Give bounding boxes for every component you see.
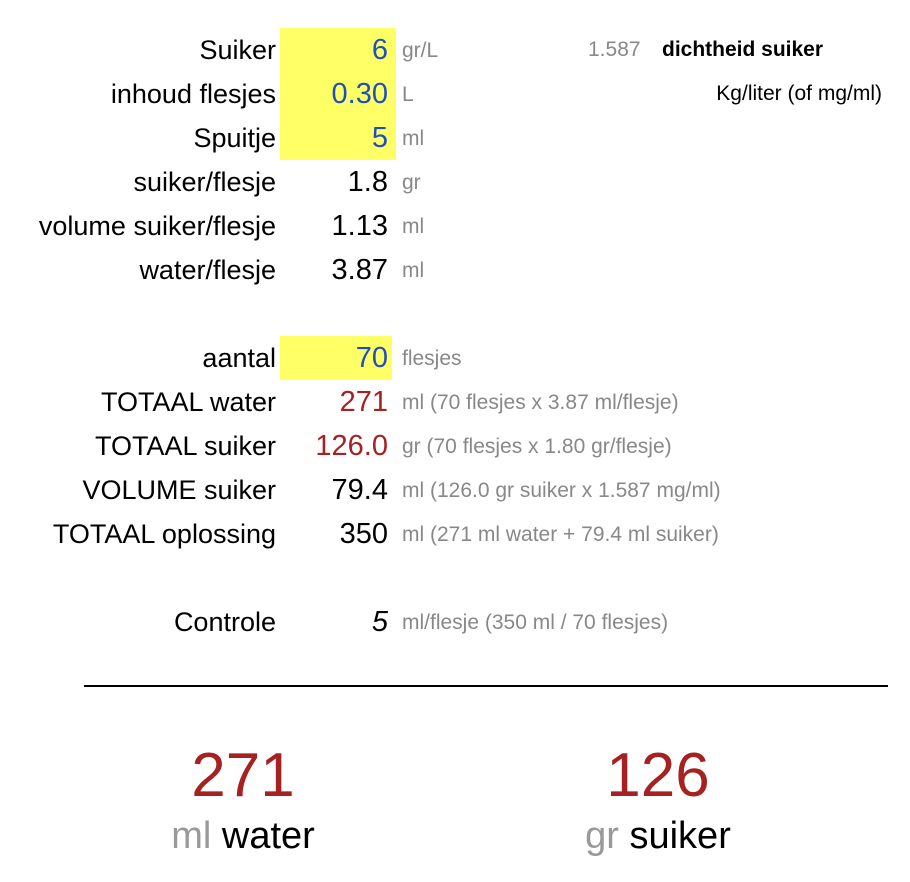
row-controle: Controle 5 ml/flesje (350 ml / 70 flesje…: [0, 600, 910, 644]
divider-line: [84, 685, 888, 687]
totaal-oplossing-value: 350: [339, 518, 388, 550]
totaal-water-label: TOTAAL water: [100, 387, 276, 417]
water-flesje-unit: ml: [402, 259, 425, 282]
aantal-input[interactable]: 70: [280, 336, 392, 380]
summary-suiker-caption: gr suiker: [508, 810, 808, 862]
row-suiker-flesje: suiker/flesje 1.8 gr: [0, 160, 910, 204]
summary-water-word: water: [221, 815, 315, 857]
row-spuitje: Spuitje 5 ml: [0, 116, 910, 160]
aantal-label: aantal: [202, 343, 276, 373]
row-suiker: Suiker 6 gr/L: [0, 28, 910, 72]
suiker-unit: gr/L: [402, 39, 439, 62]
spuitje-label: Spuitje: [193, 123, 276, 153]
inhoud-label: inhoud flesjes: [110, 79, 276, 109]
suiker-flesje-value: 1.8: [347, 166, 388, 198]
row-volume-suiker: VOLUME suiker 79.4 ml (126.0 gr suiker x…: [0, 468, 910, 512]
aantal-unit: flesjes: [402, 347, 462, 370]
totaal-suiker-unit: gr (70 flesjes x 1.80 gr/flesje): [402, 435, 672, 458]
controle-label: Controle: [173, 607, 276, 637]
inhoud-unit: L: [402, 83, 414, 106]
summary-suiker-word: suiker: [629, 815, 731, 857]
totaal-water-value: 271: [339, 386, 388, 418]
suiker-flesje-unit: gr: [402, 171, 421, 194]
row-totaal-water: TOTAAL water 271 ml (70 flesjes x 3.87 m…: [0, 380, 910, 424]
spuitje-unit: ml: [402, 127, 425, 150]
row-aantal: aantal 70 flesjes: [0, 336, 910, 380]
summary-suiker-unit: gr: [585, 815, 619, 857]
summary-suiker-value: 126: [606, 741, 710, 810]
row-inhoud: inhoud flesjes 0.30 L: [0, 72, 910, 116]
volume-suiker-flesje-value: 1.13: [331, 210, 388, 242]
density-value: 1.587: [588, 38, 641, 61]
volume-suiker-flesje-unit: ml: [402, 215, 425, 238]
totaal-oplossing-label: TOTAAL oplossing: [52, 519, 276, 549]
suiker-label: Suiker: [199, 35, 276, 65]
controle-value: 5: [371, 606, 388, 638]
suiker-input[interactable]: 6: [280, 28, 392, 72]
volume-suiker-flesje-label: volume suiker/flesje: [38, 211, 276, 241]
controle-unit: ml/flesje (350 ml / 70 flesjes): [402, 611, 669, 634]
row-water-flesje: water/flesje 3.87 ml: [0, 248, 910, 292]
volume-suiker-value: 79.4: [331, 474, 388, 506]
suiker-flesje-label: suiker/flesje: [133, 167, 276, 197]
water-flesje-label: water/flesje: [139, 255, 276, 285]
density-label: dichtheid suiker: [662, 38, 824, 61]
row-totaal-suiker: TOTAAL suiker 126.0 gr (70 flesjes x 1.8…: [0, 424, 910, 468]
summary-water-value: 271: [191, 741, 295, 810]
totaal-suiker-label: TOTAAL suiker: [94, 431, 276, 461]
spuitje-input[interactable]: 5: [280, 116, 392, 160]
summary-water-unit: ml: [171, 815, 212, 857]
totaal-oplossing-unit: ml (271 ml water + 79.4 ml suiker): [402, 523, 719, 546]
water-flesje-value: 3.87: [331, 254, 388, 286]
row-totaal-oplossing: TOTAAL oplossing 350 ml (271 ml water + …: [0, 512, 910, 556]
summary-water-caption: ml water: [93, 810, 393, 862]
totaal-water-unit: ml (70 flesjes x 3.87 ml/flesje): [402, 391, 679, 414]
volume-suiker-unit: ml (126.0 gr suiker x 1.587 mg/ml): [402, 479, 721, 502]
density-unit-note: Kg/liter (of mg/ml): [716, 82, 882, 105]
totaal-suiker-value: 126.0: [315, 430, 388, 462]
volume-suiker-label: VOLUME suiker: [82, 475, 276, 505]
inhoud-input[interactable]: 0.30: [280, 72, 392, 116]
row-volume-suiker-flesje: volume suiker/flesje 1.13 ml: [0, 204, 910, 248]
